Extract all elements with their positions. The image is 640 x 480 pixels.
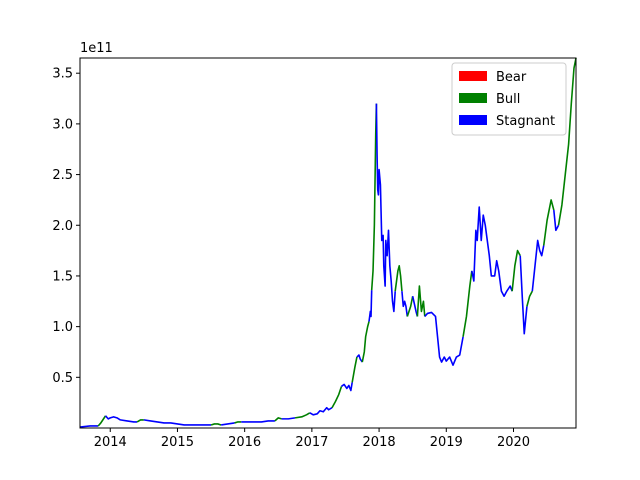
- legend-label-stagnant: Stagnant: [496, 114, 555, 129]
- legend-label-bull: Bull: [496, 92, 520, 107]
- x-tick-label: 2020: [497, 435, 530, 450]
- series-line-bull-35: [557, 57, 577, 226]
- series-lines: [79, 57, 577, 428]
- x-tick-label: 2014: [94, 435, 127, 450]
- series-line-stagnant-26: [424, 311, 464, 366]
- y-offset-label: 1e11: [80, 41, 113, 56]
- series-line-stagnant-18: [368, 290, 373, 322]
- y-tick-label: 1.5: [52, 269, 73, 284]
- series-line-bull-7: [234, 421, 242, 424]
- y-tick-label: 3.0: [52, 117, 73, 132]
- series-line-bull-3: [136, 419, 144, 423]
- y-tick-label: 0.5: [52, 371, 73, 386]
- series-line-stagnant-16: [356, 354, 363, 363]
- series-line-stagnant-20: [375, 103, 397, 313]
- x-tick-label: 2018: [363, 435, 396, 450]
- legend-swatch-bull: [459, 93, 487, 103]
- y-tick-label: 2.0: [52, 219, 73, 234]
- series-line-stagnant-12: [309, 406, 333, 416]
- series-line-stagnant-6: [221, 422, 235, 426]
- series-line-bull-23: [406, 296, 414, 317]
- y-tick-label: 1.0: [52, 320, 73, 335]
- series-line-stagnant-32: [531, 239, 545, 292]
- series-line-stagnant-4: [143, 419, 212, 426]
- series-line-bull-33: [542, 199, 555, 246]
- series-line-stagnant-0: [79, 425, 99, 428]
- series-line-bull-27: [462, 270, 473, 337]
- x-tick-label: 2019: [430, 435, 463, 450]
- x-tick-label: 2016: [228, 435, 261, 450]
- series-line-bull-5: [210, 423, 222, 426]
- y-tick-label: 2.5: [52, 168, 73, 183]
- legend: Bear Bull Stagnant: [451, 62, 567, 136]
- series-line-bull-9: [274, 417, 282, 422]
- series-line-bull-17: [361, 321, 370, 363]
- legend-label-bear: Bear: [496, 70, 527, 85]
- series-line-stagnant-22: [401, 291, 409, 317]
- series-line-stagnant-2: [104, 415, 138, 423]
- series-line-bull-11: [294, 412, 311, 419]
- series-line-stagnant-28: [471, 206, 513, 298]
- series-line-stagnant-10: [281, 417, 296, 420]
- series-line-stagnant-30: [519, 255, 528, 335]
- legend-swatch-bear: [459, 71, 487, 81]
- x-axis: 2014 2015 2016 2017 2018 2019 2020: [94, 428, 530, 450]
- plot-frame: [79, 57, 577, 429]
- x-tick-label: 2017: [295, 435, 328, 450]
- series-line-bull-1: [97, 415, 107, 427]
- series-line-stagnant-34: [553, 209, 560, 232]
- series-line-bull-15: [351, 356, 358, 383]
- series-line-bull-31: [526, 290, 534, 307]
- series-line-stagnant-8: [241, 420, 275, 423]
- y-tick-label: 3.5: [52, 67, 73, 82]
- series-line-bull-29: [511, 249, 521, 292]
- y-axis: 0.5 1.0 1.5 2.0 2.5 3.0 3.5: [52, 67, 80, 386]
- series-line-stagnant-14: [340, 382, 353, 392]
- series-line-bull-21: [394, 265, 403, 292]
- legend-swatch-stagnant: [459, 115, 487, 125]
- series-line-bull-25: [416, 285, 426, 317]
- x-tick-label: 2015: [161, 435, 194, 450]
- series-line-bull-13: [331, 386, 343, 409]
